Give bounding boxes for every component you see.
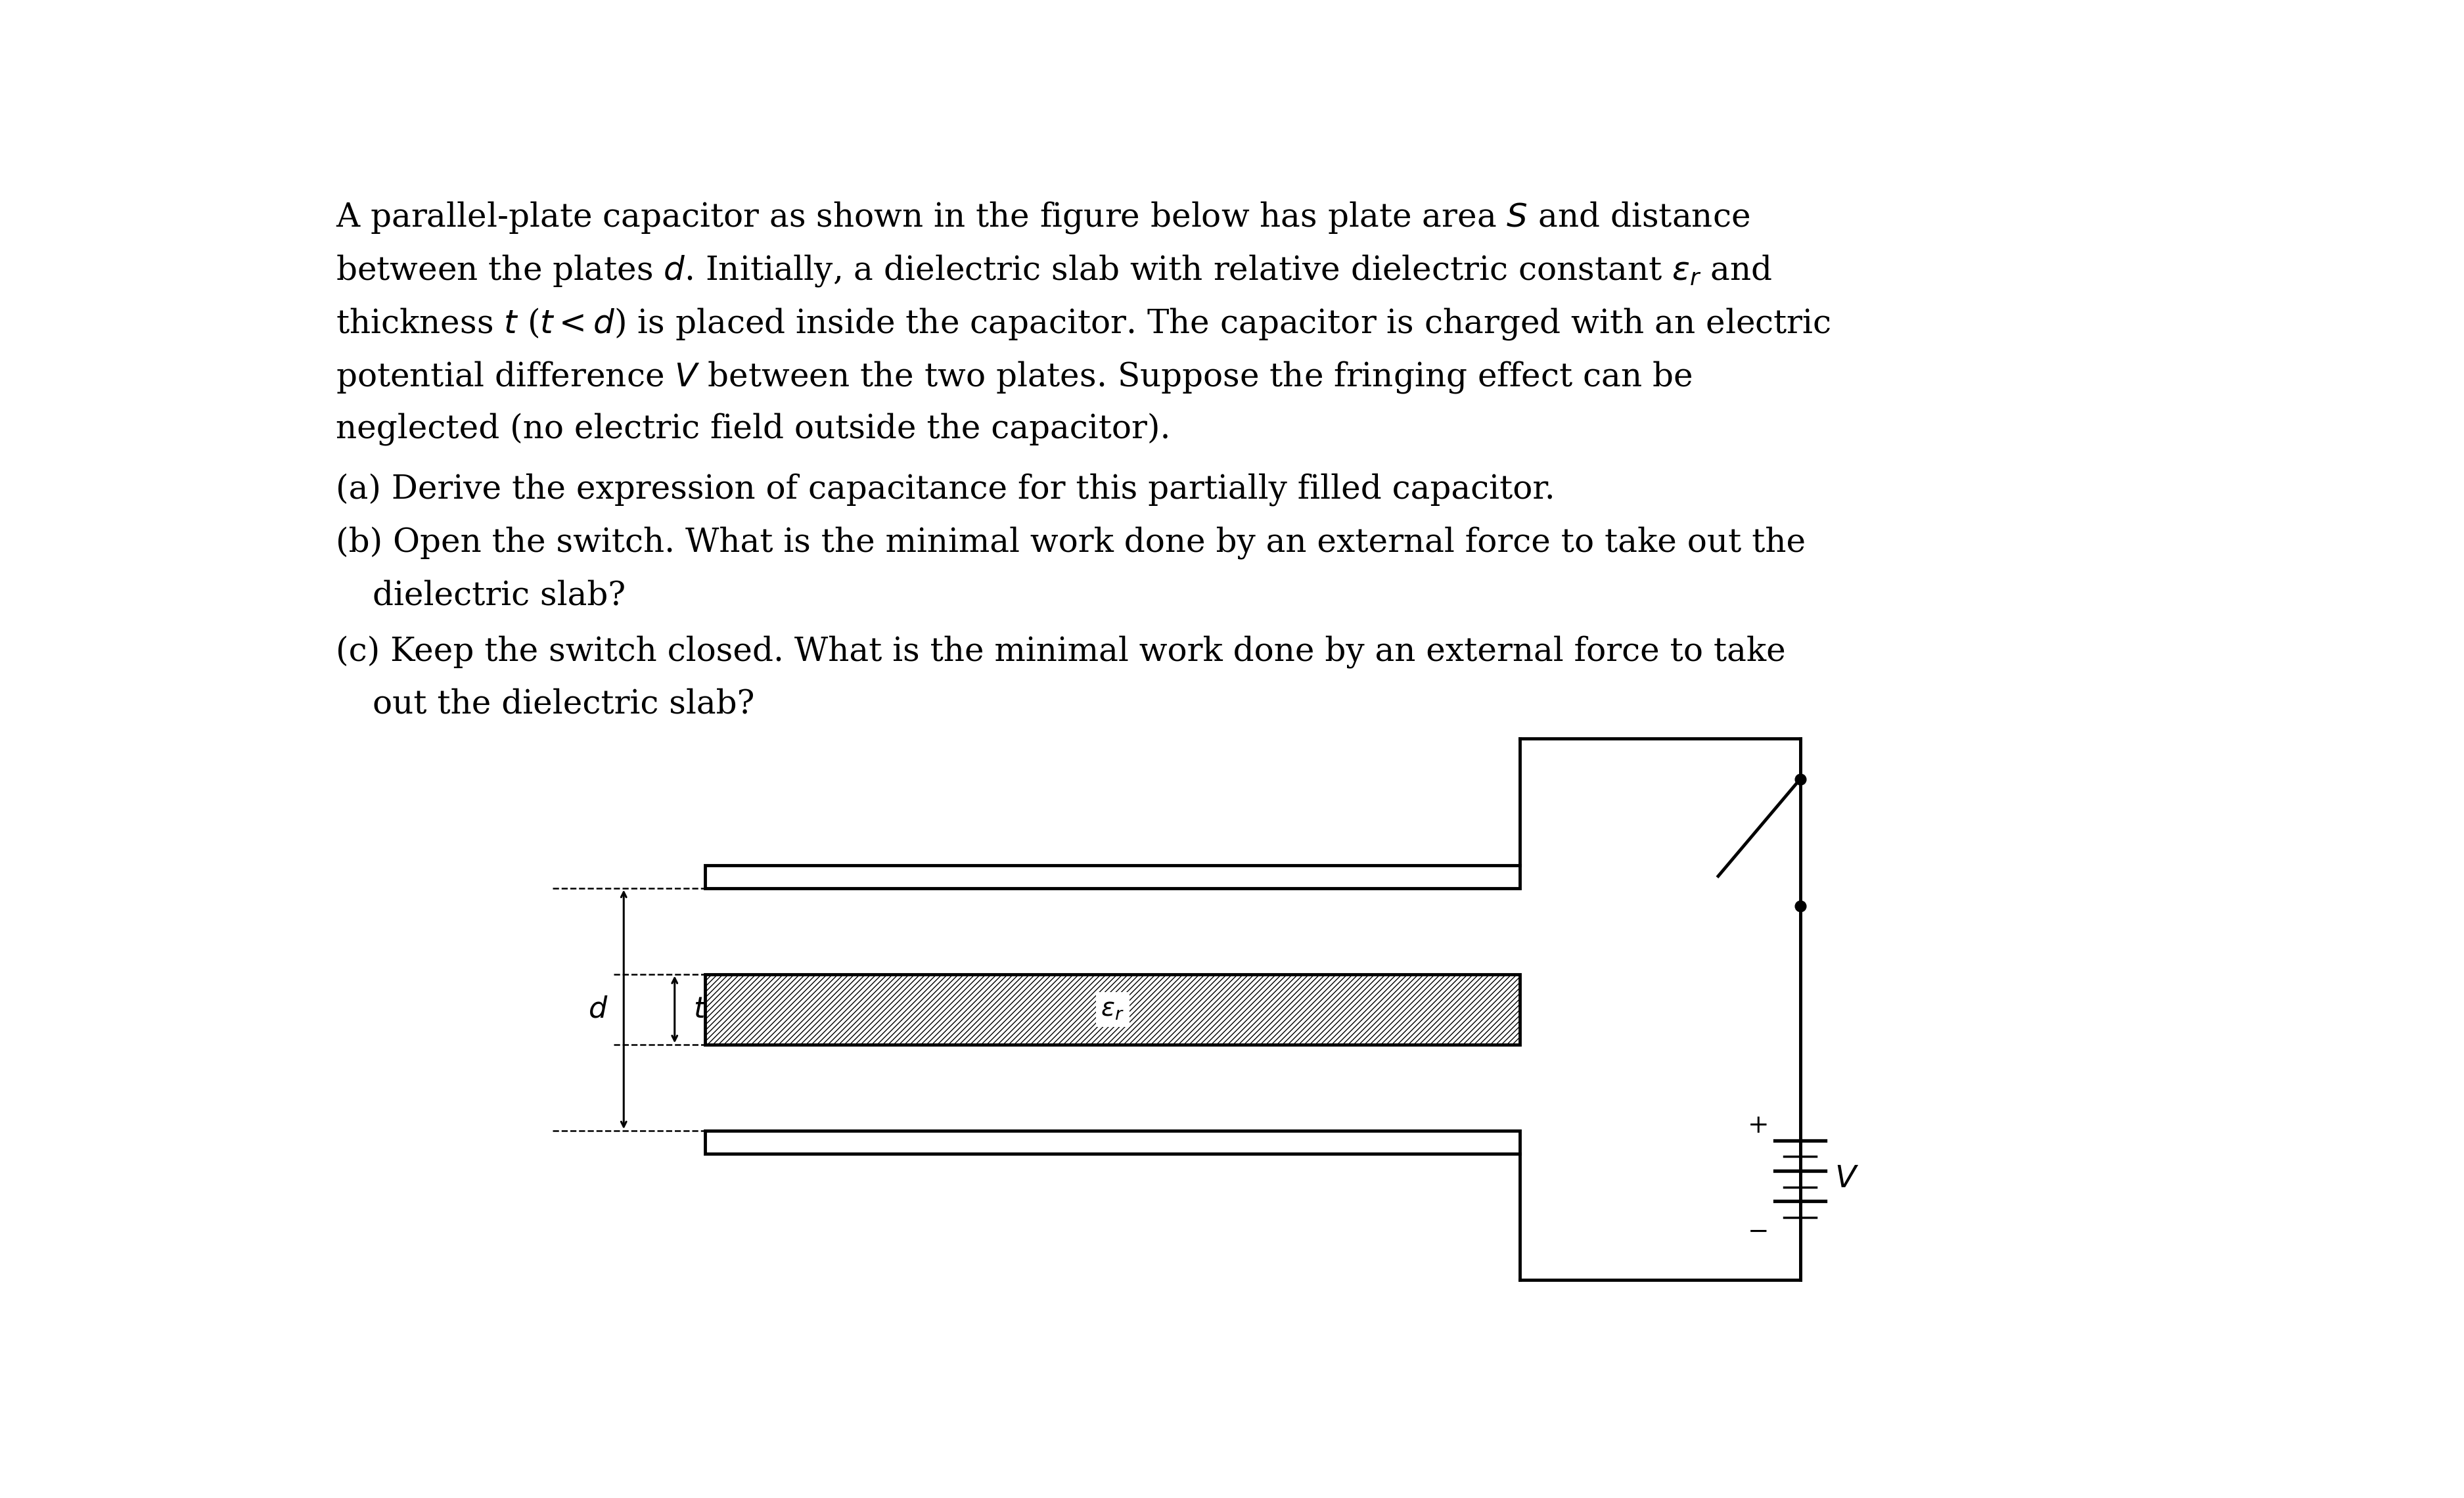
Text: thickness $t$ ($t < d$) is placed inside the capacitor. The capacitor is charged: thickness $t$ ($t < d$) is placed inside… <box>335 306 1831 342</box>
Bar <box>705 1131 1520 1153</box>
Text: neglected (no electric field outside the capacitor).: neglected (no electric field outside the… <box>335 412 1170 445</box>
Bar <box>705 974 1520 1046</box>
Text: $\varepsilon_r$: $\varepsilon_r$ <box>1101 998 1124 1022</box>
Text: A parallel-plate capacitor as shown in the figure below has plate area $S$ and d: A parallel-plate capacitor as shown in t… <box>335 201 1749 235</box>
Text: (c) Keep the switch closed. What is the minimal work done by an external force t: (c) Keep the switch closed. What is the … <box>335 635 1786 668</box>
Text: potential difference $V$ between the two plates. Suppose the fringing effect can: potential difference $V$ between the two… <box>335 360 1693 395</box>
Text: $t$: $t$ <box>692 995 707 1023</box>
Text: −: − <box>1747 1219 1769 1245</box>
Text: out the dielectric slab?: out the dielectric slab? <box>372 688 754 721</box>
Text: $d$: $d$ <box>589 995 609 1023</box>
Text: (b) Open the switch. What is the minimal work done by an external force to take : (b) Open the switch. What is the minimal… <box>335 526 1806 559</box>
Text: between the plates $d$. Initially, a dielectric slab with relative dielectric co: between the plates $d$. Initially, a die… <box>335 253 1772 289</box>
Text: $V$: $V$ <box>1836 1164 1858 1194</box>
Text: (a) Derive the expression of capacitance for this partially filled capacitor.: (a) Derive the expression of capacitance… <box>335 473 1555 506</box>
Bar <box>705 866 1520 888</box>
Text: dielectric slab?: dielectric slab? <box>372 580 626 611</box>
Text: +: + <box>1747 1113 1769 1138</box>
